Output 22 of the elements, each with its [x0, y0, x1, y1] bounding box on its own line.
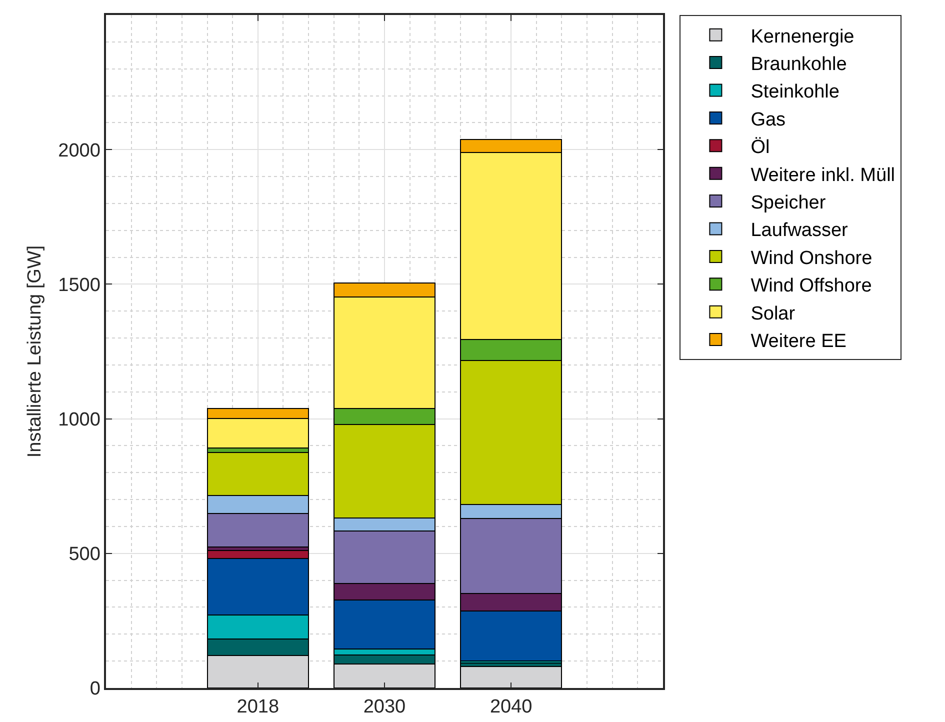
legend-label: Laufwasser	[750, 220, 849, 242]
legend-label: Kernenergie	[750, 26, 854, 48]
y-tick-label: 1000	[58, 409, 100, 430]
legend-label: Braunkohle	[750, 54, 847, 75]
legend-label: Gas	[750, 109, 786, 130]
legend-label: Steinkohle	[750, 82, 840, 103]
bar	[460, 666, 562, 688]
y-tick-label: 500	[68, 544, 100, 566]
legend-label: Weitere inkl. Müll	[750, 164, 896, 186]
legend-label: Weitere EE	[750, 330, 846, 352]
x-tick-label: 2030	[363, 696, 406, 718]
legend-label: Wind Offshore	[750, 276, 872, 297]
legend-label: Wind Onshore	[750, 248, 872, 269]
y-tick-label: 0	[90, 678, 100, 700]
legend-label: Speicher	[750, 192, 826, 214]
x-tick-label: 2040	[490, 696, 532, 718]
y-tick-label: 2000	[58, 140, 100, 162]
legend-label: Solar	[750, 303, 796, 324]
x-tick-label: 2018	[236, 696, 280, 718]
y-tick-label: 1500	[58, 274, 100, 296]
legend-label: Öl	[750, 137, 770, 158]
y-axis-title: Installierte Leistung [GW]	[24, 245, 46, 458]
